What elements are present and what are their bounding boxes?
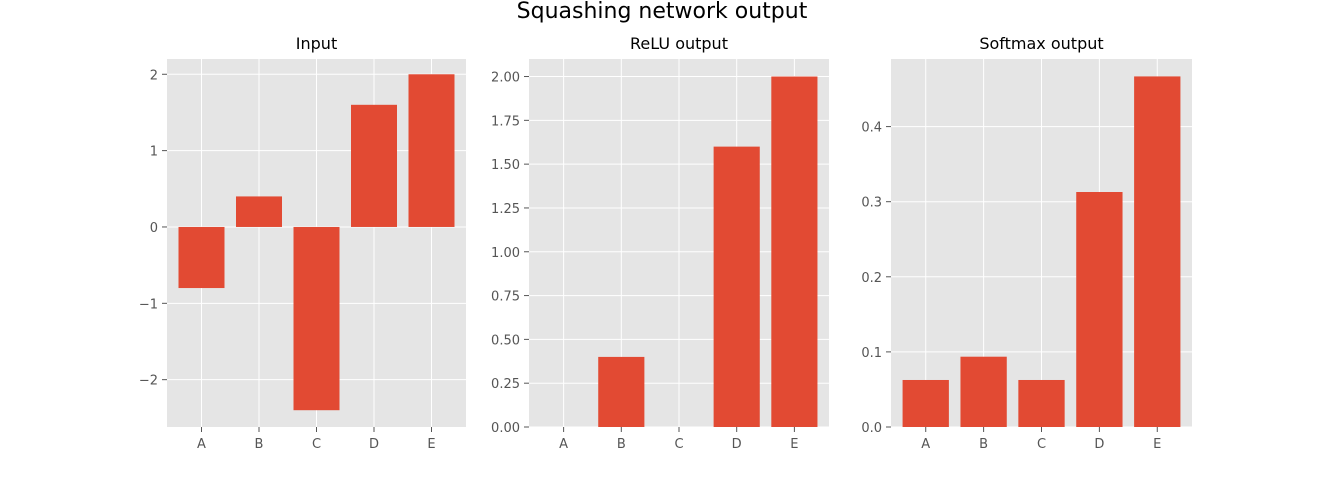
subplot-title: Input (296, 34, 337, 53)
x-tick-label: B (979, 437, 988, 452)
x-tick-label: A (559, 437, 568, 452)
y-tick-label: 1.75 (491, 114, 520, 129)
x-tick-label: E (427, 437, 435, 452)
y-tick-label: 0.50 (491, 333, 520, 348)
bar-D (1076, 192, 1123, 427)
bar-D (351, 104, 397, 227)
bar-A (178, 226, 225, 289)
x-tick-label: C (312, 437, 321, 452)
y-tick-label: 0.00 (491, 421, 520, 436)
x-tick-label: D (1094, 437, 1104, 452)
x-tick-label: D (369, 437, 379, 452)
bar-A (902, 379, 949, 427)
bar-B (960, 356, 1007, 427)
bar-E (771, 76, 818, 428)
subplot-title: Softmax output (979, 34, 1103, 53)
y-tick-label: 0 (150, 221, 158, 236)
subplot-title: ReLU output (630, 34, 728, 53)
x-tick-label: C (674, 437, 683, 452)
y-tick-label: 0.1 (861, 346, 882, 361)
bar-E (1134, 76, 1181, 427)
y-tick-label: 1 (150, 145, 158, 160)
x-tick-label: E (1153, 437, 1161, 452)
y-tick-label: −2 (139, 374, 158, 389)
y-tick-label: 0.0 (861, 421, 882, 436)
y-tick-label: 0.25 (491, 377, 520, 392)
x-tick-label: E (790, 437, 798, 452)
x-tick-label: A (197, 437, 206, 452)
x-tick-label: B (617, 437, 626, 452)
y-tick-label: 2 (150, 68, 158, 83)
y-tick-label: 1.00 (491, 246, 520, 261)
y-tick-label: 2.00 (491, 71, 520, 86)
x-tick-label: D (732, 437, 742, 452)
x-tick-label: B (255, 437, 264, 452)
figure-title: Squashing network output (516, 0, 808, 24)
bar-D (713, 146, 760, 427)
y-tick-label: 0.4 (861, 121, 882, 136)
x-tick-label: A (921, 437, 930, 452)
bar-B (598, 356, 645, 427)
y-tick-label: −1 (139, 297, 158, 312)
x-tick-label: C (1037, 437, 1046, 452)
bar-B (236, 196, 282, 227)
y-tick-label: 1.25 (491, 202, 520, 217)
y-tick-label: 0.2 (861, 271, 882, 286)
y-tick-label: 0.75 (491, 290, 520, 305)
bar-C (1018, 379, 1065, 427)
bar-E (408, 74, 455, 227)
y-tick-label: 1.50 (491, 158, 520, 173)
y-tick-label: 0.3 (861, 196, 882, 211)
bar-C (293, 226, 340, 411)
